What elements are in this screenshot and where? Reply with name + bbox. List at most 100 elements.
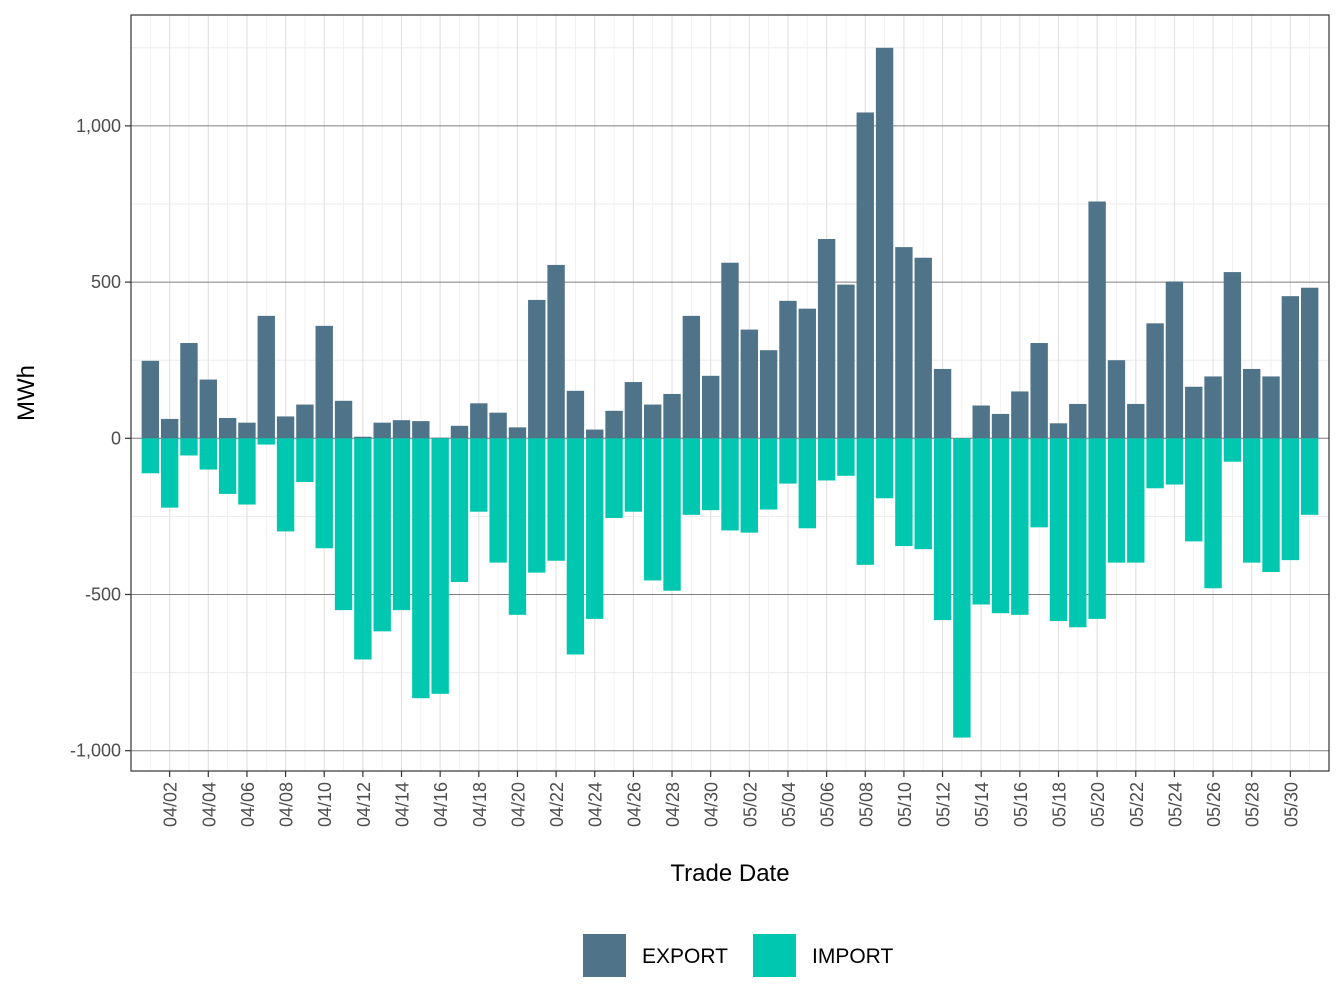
x-tick-label: 05/04: [779, 782, 799, 827]
bar-export-05-16: [1011, 391, 1029, 439]
bar-import-04-01: [141, 438, 160, 474]
bar-export-05-21: [1107, 360, 1126, 439]
bar-export-05-01: [721, 262, 739, 439]
bar-import-04-25: [605, 438, 623, 518]
bar-import-05-29: [1262, 438, 1280, 573]
bar-export-04-09: [296, 404, 314, 439]
x-tick-label: 05/06: [818, 782, 838, 827]
x-tick-label: 04/04: [199, 782, 219, 827]
bar-export-05-10: [895, 247, 913, 439]
bar-export-05-09: [875, 47, 894, 439]
bar-export-04-06: [238, 422, 256, 439]
bar-import-05-01: [721, 438, 739, 531]
bar-import-04-15: [412, 438, 430, 699]
bar-export-04-15: [412, 421, 430, 439]
bar-import-05-13: [953, 438, 971, 738]
bars-layer: [141, 47, 1319, 738]
bar-import-05-20: [1088, 438, 1106, 619]
bar-import-04-16: [431, 438, 449, 694]
bar-import-05-25: [1185, 438, 1203, 542]
x-tick-label: 05/10: [895, 782, 915, 827]
bar-export-04-27: [644, 404, 662, 439]
bar-export-04-10: [315, 325, 333, 439]
bar-import-05-05: [798, 438, 816, 529]
bar-import-04-06: [238, 438, 256, 505]
x-tick-label: 04/12: [354, 782, 374, 827]
legend: EXPORT IMPORT: [583, 934, 893, 977]
x-tick-label: 05/14: [972, 782, 992, 827]
y-tick-label: 0: [111, 428, 121, 448]
x-tick-label: 04/14: [393, 782, 413, 827]
bar-export-05-14: [972, 405, 990, 439]
bar-export-04-07: [257, 315, 275, 439]
bar-export-04-14: [392, 420, 411, 439]
bar-import-04-11: [334, 438, 353, 611]
y-tick-label: -500: [85, 584, 121, 604]
x-tick-label: 05/22: [1127, 782, 1147, 827]
bar-export-05-30: [1281, 296, 1300, 439]
x-tick-label: 04/18: [470, 782, 490, 827]
x-tick-label: 05/26: [1204, 782, 1224, 827]
x-tick-label: 05/24: [1165, 782, 1185, 827]
bar-import-05-15: [991, 438, 1010, 614]
bar-export-04-22: [547, 264, 565, 439]
bar-import-04-28: [663, 438, 681, 591]
bar-export-05-28: [1243, 368, 1261, 439]
bar-export-05-24: [1165, 281, 1184, 439]
bar-export-05-20: [1088, 201, 1106, 439]
bar-import-05-07: [837, 438, 855, 476]
bar-export-05-07: [837, 284, 855, 439]
bar-import-05-16: [1011, 438, 1029, 615]
bar-export-05-19: [1069, 403, 1087, 439]
bar-import-04-30: [701, 438, 720, 511]
bar-export-04-03: [180, 343, 198, 439]
bar-export-05-22: [1127, 403, 1145, 439]
x-tick-label: 04/20: [508, 782, 528, 827]
bar-import-04-14: [392, 438, 411, 611]
bar-export-04-25: [605, 410, 623, 439]
bar-import-05-22: [1127, 438, 1145, 563]
x-tick-label: 05/28: [1243, 782, 1263, 827]
bar-export-05-04: [779, 300, 797, 439]
bar-import-05-03: [759, 438, 778, 510]
legend-label-export: EXPORT: [642, 945, 728, 968]
bar-import-04-24: [586, 438, 604, 619]
x-tick-label: 05/16: [1011, 782, 1031, 827]
bar-import-05-18: [1049, 438, 1068, 622]
bar-import-05-02: [740, 438, 759, 533]
bar-export-05-06: [817, 238, 836, 439]
bar-import-04-12: [354, 438, 372, 660]
x-axis-title: Trade Date: [670, 860, 789, 887]
bar-export-04-18: [470, 403, 488, 439]
bar-export-04-30: [701, 375, 720, 439]
bar-export-04-01: [141, 360, 160, 439]
bar-import-04-08: [276, 438, 295, 532]
bar-export-04-05: [218, 417, 237, 439]
x-tick-label: 04/06: [238, 782, 258, 827]
bar-import-05-11: [914, 438, 932, 550]
bar-export-05-03: [759, 350, 778, 439]
bar-export-04-02: [160, 418, 179, 439]
x-tick-label: 04/16: [431, 782, 451, 827]
bar-import-05-21: [1107, 438, 1126, 563]
x-tick-label: 05/12: [934, 782, 954, 827]
legend-label-import: IMPORT: [812, 945, 893, 968]
legend-key-export: [583, 934, 626, 977]
bar-import-05-19: [1069, 438, 1087, 628]
bar-import-05-09: [875, 438, 894, 499]
bar-export-04-17: [450, 425, 469, 439]
y-tick-label: -1,000: [70, 741, 121, 761]
bar-export-04-28: [663, 393, 681, 439]
bar-export-04-13: [373, 422, 391, 439]
bar-import-05-23: [1146, 438, 1164, 489]
bar-import-04-07: [257, 438, 275, 445]
bar-import-05-14: [972, 438, 990, 605]
bar-import-04-20: [508, 438, 527, 615]
bar-import-04-27: [644, 438, 662, 581]
bar-import-05-17: [1030, 438, 1048, 528]
bar-export-04-23: [566, 390, 585, 439]
bar-export-05-17: [1030, 343, 1048, 439]
bar-import-04-03: [180, 438, 198, 456]
x-tick-label: 05/18: [1049, 782, 1069, 827]
bar-export-05-12: [933, 368, 952, 439]
